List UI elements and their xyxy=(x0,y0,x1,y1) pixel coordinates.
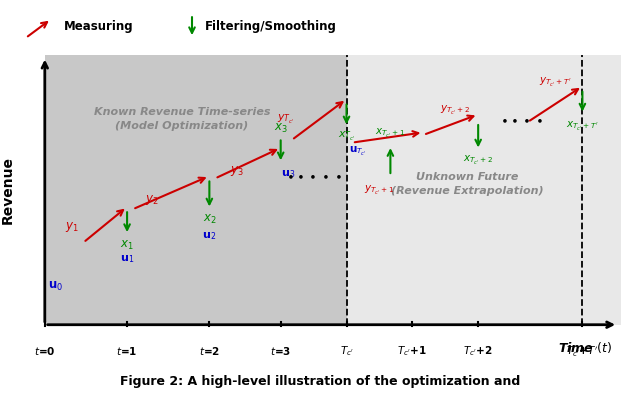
Text: $x_{T_{c^{\prime}}+2}$: $x_{T_{c^{\prime}}+2}$ xyxy=(463,154,493,167)
Text: Revenue: Revenue xyxy=(1,156,15,224)
Text: $y_2$: $y_2$ xyxy=(145,193,159,208)
Text: $y_{T_{c^{\prime}}+1}$: $y_{T_{c^{\prime}}+1}$ xyxy=(364,184,394,197)
Text: $x_2$: $x_2$ xyxy=(202,213,216,226)
Text: Unknown Future
(Revenue Extrapolation): Unknown Future (Revenue Extrapolation) xyxy=(391,172,543,196)
Text: $\mathbf{u}_1$: $\mathbf{u}_1$ xyxy=(120,253,134,265)
Text: $x_{T_{c^{\prime}}+T^{\prime}}$: $x_{T_{c^{\prime}}+T^{\prime}}$ xyxy=(566,120,598,133)
Text: $\bullet\bullet\bullet\bullet\bullet$: $\bullet\bullet\bullet\bullet\bullet$ xyxy=(285,169,342,183)
Text: Filtering/Smoothing: Filtering/Smoothing xyxy=(205,20,337,32)
Text: $t$=0: $t$=0 xyxy=(34,345,56,356)
Text: $x_{T_{c^{\prime}}+1}$: $x_{T_{c^{\prime}}+1}$ xyxy=(375,127,406,140)
Text: $T_{c^{\prime}}$+1: $T_{c^{\prime}}$+1 xyxy=(397,345,428,358)
Text: Known Revenue Time-series
(Model Optimization): Known Revenue Time-series (Model Optimiz… xyxy=(93,107,270,131)
Text: $T_{c^{\prime}}$+$T^{\prime}$: $T_{c^{\prime}}$+$T^{\prime}$ xyxy=(566,345,598,359)
Text: $x_{T_{c^{\prime}}}$: $x_{T_{c^{\prime}}}$ xyxy=(337,130,355,143)
Text: $t$=3: $t$=3 xyxy=(270,345,291,356)
Text: Time $(t)$: Time $(t)$ xyxy=(558,340,612,355)
Text: $T_{c^{\prime}}$: $T_{c^{\prime}}$ xyxy=(339,345,353,358)
Text: $\mathbf{u}_3$: $\mathbf{u}_3$ xyxy=(281,168,295,180)
Text: $T_{c^{\prime}}$+2: $T_{c^{\prime}}$+2 xyxy=(463,345,493,358)
Text: $y_{T_{c^{\prime}}+T^{\prime}}$: $y_{T_{c^{\prime}}+T^{\prime}}$ xyxy=(538,76,571,89)
Bar xyxy=(346,55,621,325)
Text: $t$=2: $t$=2 xyxy=(199,345,220,356)
Text: $\mathbf{u}_2$: $\mathbf{u}_2$ xyxy=(202,230,216,242)
Text: $\bullet\bullet\bullet\bullet$: $\bullet\bullet\bullet\bullet$ xyxy=(500,113,544,126)
Text: $\mathbf{u}_0$: $\mathbf{u}_0$ xyxy=(47,280,63,293)
Text: $x_1$: $x_1$ xyxy=(120,239,134,252)
Text: Measuring: Measuring xyxy=(64,20,134,32)
Text: $y_{T_{c^{\prime}}+2}$: $y_{T_{c^{\prime}}+2}$ xyxy=(440,104,470,117)
Text: $x_3$: $x_3$ xyxy=(274,122,287,135)
Text: $y_3$: $y_3$ xyxy=(230,164,244,178)
Text: $t$=1: $t$=1 xyxy=(116,345,138,356)
Text: $y_{T_{c^{\prime}}}$: $y_{T_{c^{\prime}}}$ xyxy=(276,113,294,126)
Text: Figure 2: A high-level illustration of the optimization and: Figure 2: A high-level illustration of t… xyxy=(120,375,520,388)
Bar xyxy=(45,55,346,325)
Text: $\mathbf{u}_{T_{c^{\prime}}}$: $\mathbf{u}_{T_{c^{\prime}}}$ xyxy=(349,145,367,158)
Text: $y_1$: $y_1$ xyxy=(65,220,79,234)
